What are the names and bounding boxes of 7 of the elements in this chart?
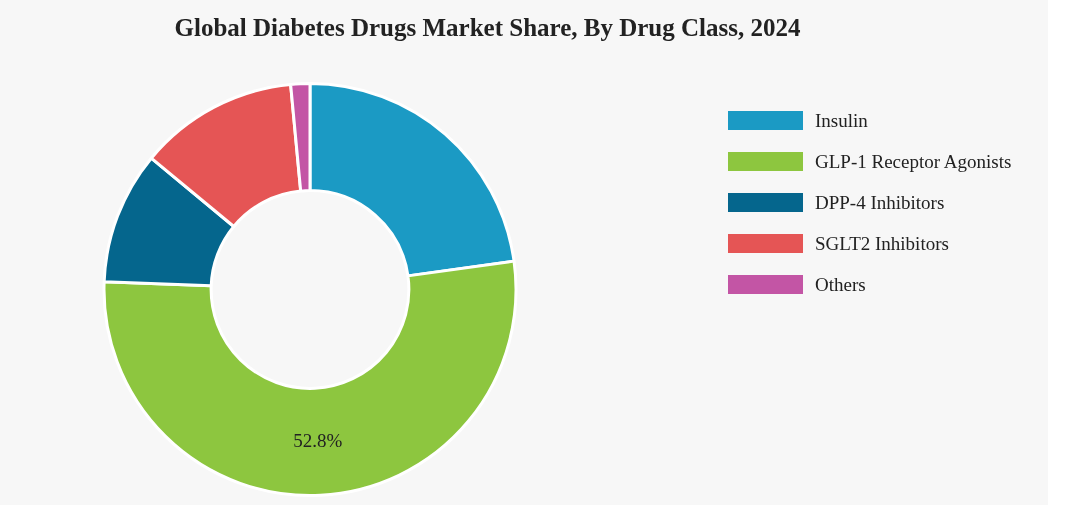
legend-label: DPP-4 Inhibitors	[815, 191, 945, 214]
legend-label: Others	[815, 273, 866, 296]
legend-label: Insulin	[815, 109, 868, 132]
legend-label: SGLT2 Inhibitors	[815, 232, 949, 255]
legend-label: GLP-1 Receptor Agonists	[815, 150, 1012, 173]
data-label: 52.8%	[293, 429, 343, 451]
chart-title: Global Diabetes Drugs Market Share, By Drug Class, 2024	[173, 14, 802, 42]
